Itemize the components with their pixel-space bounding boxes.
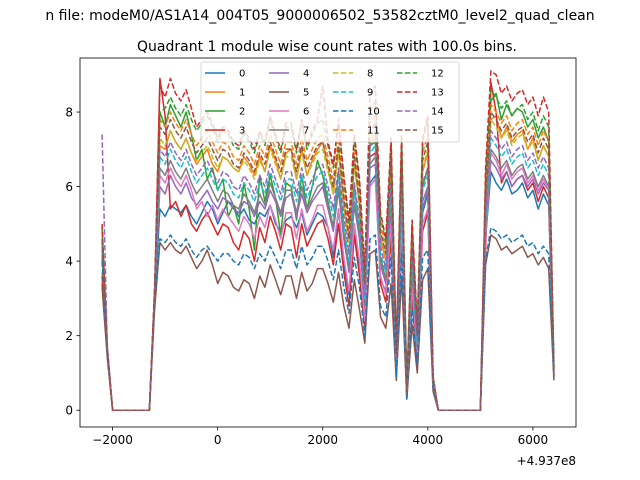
legend-label-11: 11 (367, 126, 380, 137)
series-layer (101, 70, 555, 411)
x-tick-label: 2000 (307, 433, 338, 447)
series-line-8 (101, 118, 555, 411)
chart-title: Quadrant 1 module wise count rates with … (137, 39, 517, 55)
legend-label-4: 4 (303, 69, 309, 80)
legend-label-10: 10 (367, 107, 380, 118)
series-line-12 (101, 88, 555, 411)
series-line-14 (101, 129, 555, 411)
legend-label-1: 1 (239, 88, 245, 99)
y-tick-label: 2 (65, 329, 73, 343)
legend-label-14: 14 (431, 107, 444, 118)
series-line-10 (101, 226, 555, 411)
figure-suptitle: n file: modeM0/AS1A14_004T05_9000006502_… (45, 8, 594, 24)
legend-label-2: 2 (239, 107, 245, 118)
x-tick-label: −2000 (92, 433, 133, 447)
y-tick-label: 8 (65, 106, 73, 120)
legend-label-6: 6 (303, 107, 309, 118)
legend-label-0: 0 (239, 69, 245, 80)
legend-label-9: 9 (367, 88, 373, 99)
x-tick-label: 6000 (518, 433, 549, 447)
legend-label-13: 13 (431, 88, 444, 99)
legend-label-15: 15 (431, 126, 444, 137)
legend-label-8: 8 (367, 69, 373, 80)
y-tick-label: 4 (65, 255, 73, 269)
axis-ticks: −2000 0 2000 4000 6000 0 2 4 6 8 (65, 106, 548, 447)
legend-label-12: 12 (431, 69, 444, 80)
legend-box (200, 61, 460, 143)
y-tick-label: 0 (65, 404, 73, 418)
x-tick-label: 4000 (413, 433, 444, 447)
y-tick-label: 6 (65, 180, 73, 194)
plot-area-frame (79, 57, 577, 428)
series-line-15 (101, 111, 555, 411)
x-axis-offset-label: +4.937e8 (517, 454, 576, 468)
legend-label-5: 5 (303, 88, 309, 99)
x-tick-label: 0 (214, 433, 222, 447)
legend-label-3: 3 (239, 126, 245, 137)
legend-label-7: 7 (303, 126, 309, 137)
